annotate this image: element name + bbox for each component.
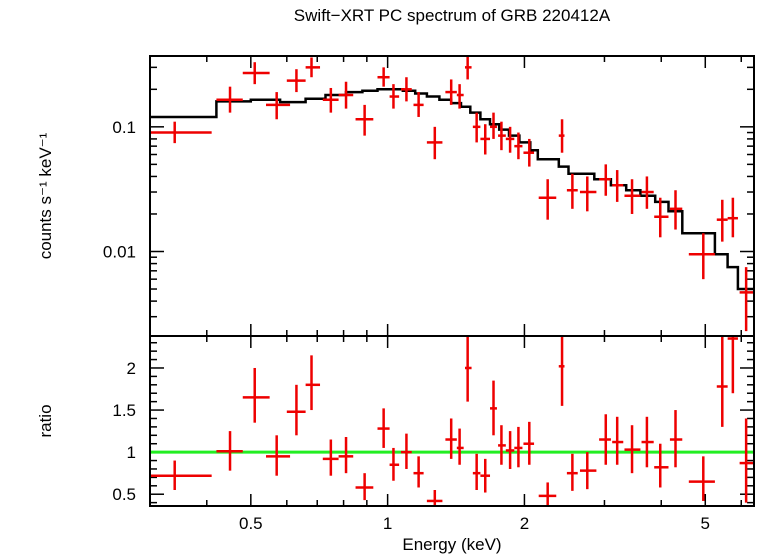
spectrum-data-point bbox=[266, 92, 291, 120]
ratio-data-point bbox=[490, 380, 497, 436]
spectrum-data-point bbox=[377, 67, 390, 87]
ratio-data-point bbox=[641, 416, 654, 468]
x-tick-label: 2 bbox=[520, 514, 529, 533]
spectrum-data-point bbox=[456, 84, 464, 109]
spectrum-data-point bbox=[305, 57, 321, 78]
ratio-data-point bbox=[612, 416, 624, 465]
spectrum-data-point bbox=[654, 197, 669, 238]
ratio-data-point bbox=[727, 336, 738, 394]
ratio-data-point bbox=[624, 425, 641, 474]
spectrum-data-point bbox=[688, 233, 715, 280]
ratio-data-point bbox=[498, 425, 506, 465]
ratio-data-point bbox=[389, 447, 400, 481]
ratio-data-point bbox=[377, 408, 390, 448]
ratio-data-point bbox=[558, 336, 565, 406]
bottom-y-tick-label: 1 bbox=[127, 443, 136, 462]
spectrum-data-point bbox=[472, 112, 481, 143]
spectrum-data-point bbox=[338, 81, 354, 109]
ratio-data-point bbox=[355, 473, 374, 501]
ratio-data-point bbox=[523, 421, 535, 465]
spectrum-data-point bbox=[514, 132, 523, 160]
ratio-data-point bbox=[654, 443, 669, 488]
spectrum-data-point bbox=[216, 86, 243, 113]
ratio-data-point bbox=[242, 367, 270, 423]
ratio-data-point bbox=[426, 490, 443, 506]
bottom-y-tick-label: 1.5 bbox=[112, 401, 136, 420]
x-tick-label: 1 bbox=[383, 514, 392, 533]
ratio-data-point bbox=[669, 410, 683, 468]
ratio-data-point bbox=[514, 426, 523, 468]
spectrum-data-point bbox=[465, 56, 472, 80]
ratio-data-point bbox=[505, 431, 515, 469]
spectrum-data-point bbox=[612, 170, 624, 202]
spectrum-data-point bbox=[498, 121, 506, 151]
bottom-y-tick-label: 0.5 bbox=[112, 485, 136, 504]
spectrum-data-point bbox=[480, 124, 491, 155]
ratio-data-point bbox=[716, 336, 728, 427]
spectrum-data-point bbox=[579, 176, 597, 212]
chart-title: Swift−XRT PC spectrum of GRB 220412A bbox=[293, 6, 611, 25]
ratio-data-point bbox=[216, 431, 243, 471]
ratio-data-point bbox=[472, 453, 481, 491]
spectrum-data-point bbox=[490, 112, 497, 139]
ratio-data-point bbox=[266, 435, 291, 476]
ratio-data-point bbox=[400, 433, 412, 469]
spectrum-data-point bbox=[558, 119, 565, 153]
spectrum-data-point bbox=[599, 164, 611, 196]
ratio-data-point bbox=[688, 456, 715, 501]
ratio-data-point bbox=[305, 355, 321, 411]
spectrum-data-point bbox=[716, 199, 728, 242]
ratio-data-point bbox=[456, 428, 464, 465]
ratio-data-point bbox=[413, 456, 424, 488]
x-tick-label: 0.5 bbox=[239, 514, 263, 533]
ratio-data-point bbox=[739, 418, 754, 503]
spectrum-data-point bbox=[150, 121, 212, 144]
ratio-data-point bbox=[338, 436, 354, 474]
x-axis-label: Energy (keV) bbox=[402, 535, 502, 554]
spectrum-data-point bbox=[400, 77, 412, 102]
spectrum-data-point bbox=[641, 176, 654, 209]
spectrum-data-point bbox=[286, 69, 306, 93]
spectrum-data-point bbox=[242, 62, 270, 85]
spectrum-data-point bbox=[727, 197, 738, 238]
spectrum-data-point bbox=[624, 179, 641, 214]
ratio-data-point bbox=[150, 460, 212, 491]
ratio-data-point bbox=[599, 414, 611, 465]
ratio-data-point bbox=[566, 453, 578, 491]
spectrum-data-point bbox=[523, 138, 535, 167]
spectrum-data-point bbox=[538, 179, 557, 220]
spectrum-data-point bbox=[413, 92, 424, 117]
ratio-data-point bbox=[538, 482, 557, 506]
ratio-panel-frame bbox=[149, 335, 755, 507]
ratio-data-point bbox=[322, 439, 339, 476]
ratio-data-point bbox=[579, 452, 597, 490]
ratio-data-point bbox=[465, 336, 472, 402]
bottom-y-tick-label: 2 bbox=[127, 359, 136, 378]
spectrum-data-point bbox=[566, 173, 578, 209]
ratio-data-point bbox=[445, 418, 457, 459]
model-step-line bbox=[150, 88, 754, 291]
spectrum-data-point bbox=[322, 87, 339, 113]
spectrum-data-point bbox=[505, 126, 515, 153]
spectrum-data-point bbox=[739, 267, 754, 332]
spectrum-data-point bbox=[389, 84, 400, 109]
ratio-data-point bbox=[286, 384, 306, 436]
spectrum-data-point bbox=[669, 190, 683, 230]
spectrum-data-point bbox=[426, 126, 443, 160]
top-y-tick-label: 0.1 bbox=[112, 118, 136, 137]
spectrum-data-point bbox=[355, 104, 374, 136]
top-y-tick-label: 0.01 bbox=[103, 243, 136, 262]
ratio-data-point bbox=[480, 458, 491, 493]
spectrum-data-point bbox=[445, 79, 457, 105]
x-tick-label: 5 bbox=[701, 514, 710, 533]
